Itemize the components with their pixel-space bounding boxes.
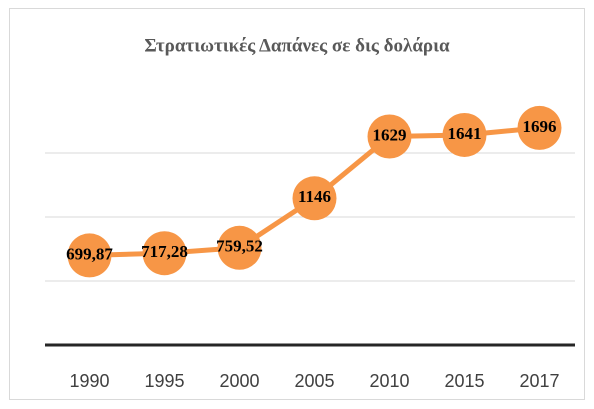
x-tick-label: 2010: [369, 371, 409, 391]
data-label: 1641: [448, 124, 482, 143]
x-tick-label: 2017: [519, 371, 559, 391]
x-tick-label: 2015: [444, 371, 484, 391]
x-tick-label: 2000: [219, 371, 259, 391]
x-tick-label: 1995: [144, 371, 184, 391]
marker: [67, 233, 112, 278]
marker: [217, 225, 262, 270]
chart-title: Στρατιωτικές Δαπάνες σε δις δολάρια: [144, 35, 450, 56]
marker: [367, 114, 412, 159]
marker: [142, 231, 187, 276]
data-label: 1146: [298, 187, 331, 206]
marker: [292, 176, 337, 221]
data-label: 1629: [373, 125, 407, 144]
data-label: 717,28: [141, 242, 188, 261]
marker: [517, 105, 562, 150]
data-label: 759,52: [216, 237, 263, 256]
x-tick-label: 2005: [294, 371, 334, 391]
marker: [442, 112, 487, 157]
x-tick-label: 1990: [69, 371, 109, 391]
data-label: 1696: [523, 117, 557, 136]
data-label: 699,87: [66, 244, 113, 263]
